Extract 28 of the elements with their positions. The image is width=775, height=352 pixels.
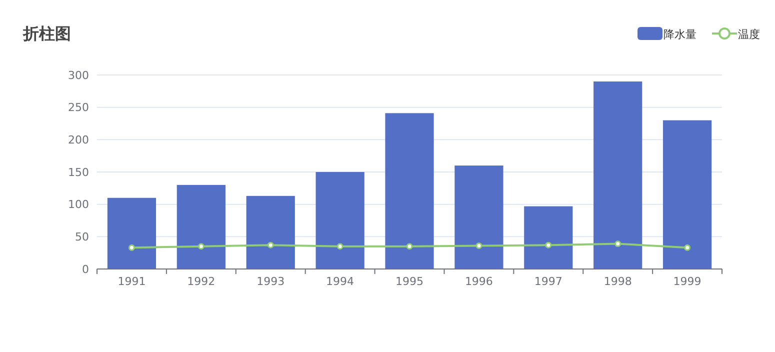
x-tick-label: 1993 (256, 275, 285, 288)
bar (385, 113, 434, 269)
x-tick-label: 1996 (464, 275, 493, 288)
y-tick-label: 150 (68, 166, 89, 179)
y-tick-label: 200 (68, 134, 89, 147)
y-tick-label: 50 (75, 230, 89, 244)
x-tick-label: 1991 (118, 275, 146, 288)
y-tick-label: 250 (68, 101, 89, 114)
chart-title: 折柱图 (22, 24, 71, 43)
legend-label: 降水量 (664, 28, 696, 41)
bar (107, 198, 156, 269)
y-tick-label: 100 (68, 198, 89, 212)
x-tick-label: 1999 (673, 275, 702, 288)
bar (454, 166, 504, 269)
bar (524, 206, 573, 269)
y-tick-label: 300 (68, 68, 89, 82)
x-tick-label: 1997 (534, 275, 562, 288)
bar (246, 196, 295, 269)
bar (176, 184, 226, 269)
x-tick-label: 1992 (187, 275, 216, 288)
x-tick-label: 1994 (326, 275, 354, 288)
x-tick-label: 1998 (604, 275, 632, 288)
y-tick-label: 0 (82, 262, 89, 276)
bar (662, 120, 712, 269)
bar (594, 81, 642, 269)
legend-label: 温度 (738, 28, 760, 41)
x-tick-label: 1995 (396, 275, 424, 288)
bar (316, 172, 364, 269)
